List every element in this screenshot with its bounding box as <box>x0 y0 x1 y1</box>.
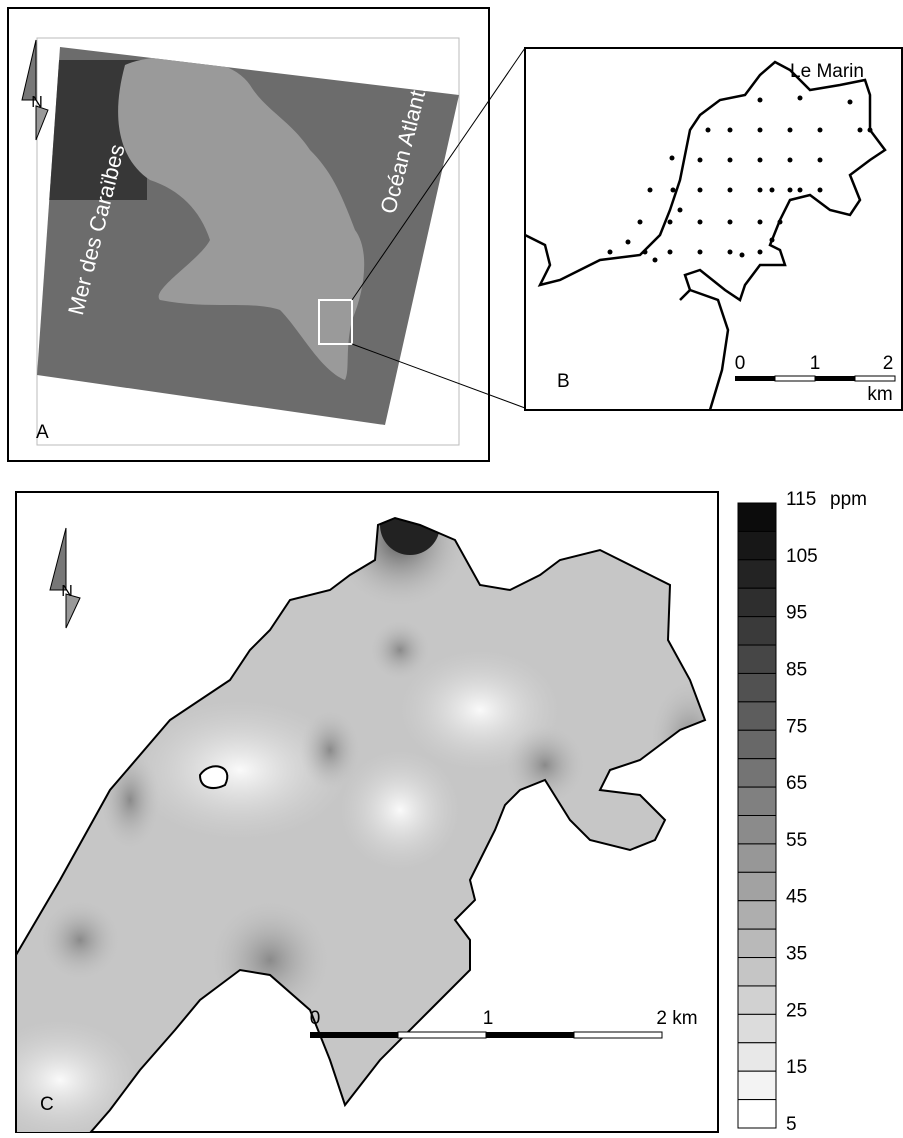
legend-swatch <box>738 617 776 645</box>
panel-label: A <box>36 422 49 443</box>
sample-point <box>848 100 853 105</box>
legend-label: 115 <box>786 489 816 510</box>
sample-point <box>758 220 763 225</box>
legend-swatch <box>738 588 776 616</box>
legend-swatch <box>738 702 776 730</box>
figure: N Mer des Caraïbes Océan Atlanti A Le Ma… <box>0 0 903 1133</box>
sample-point <box>788 188 793 193</box>
place-label: Le Marin <box>790 61 864 82</box>
sample-point <box>788 128 793 133</box>
sample-point <box>788 158 793 163</box>
legend-swatch <box>738 872 776 900</box>
panel-c: N 0 1 2 km C <box>0 470 730 1133</box>
panel-label: B <box>557 371 570 392</box>
legend-label: 75 <box>786 716 807 737</box>
sample-point <box>818 188 823 193</box>
sample-point <box>698 250 703 255</box>
legend-label: 105 <box>786 546 818 567</box>
scale-label: 2 km <box>656 1008 697 1029</box>
sample-point <box>643 250 648 255</box>
legend-swatch <box>738 929 776 957</box>
legend-label: 95 <box>786 603 807 624</box>
legend-swatch <box>738 645 776 673</box>
legend-swatch <box>738 787 776 815</box>
sample-point <box>818 128 823 133</box>
sample-point <box>728 128 733 133</box>
legend-label: 45 <box>786 887 807 908</box>
page: N Mer des Caraïbes Océan Atlanti A Le Ma… <box>0 0 903 1138</box>
sample-point <box>868 128 873 133</box>
north-label: N <box>31 94 43 111</box>
sample-point <box>728 158 733 163</box>
sample-point <box>698 158 703 163</box>
legend-label: 15 <box>786 1057 807 1078</box>
sample-point <box>728 250 733 255</box>
sample-point <box>758 250 763 255</box>
legend-swatch <box>738 901 776 929</box>
legend-unit: ppm <box>830 489 867 510</box>
panel-frame <box>525 48 902 410</box>
legend-swatch <box>738 986 776 1014</box>
legend-swatch <box>738 1014 776 1042</box>
sample-point <box>728 188 733 193</box>
scale-label: 2 <box>883 353 894 374</box>
scale-label: 1 <box>810 353 821 374</box>
legend-swatch <box>738 1071 776 1099</box>
legend-swatch <box>738 1100 776 1128</box>
sample-point <box>758 158 763 163</box>
sample-point <box>698 220 703 225</box>
sample-point <box>638 220 643 225</box>
scale-label: 0 <box>735 353 746 374</box>
sample-point <box>706 128 711 133</box>
legend-swatch <box>738 531 776 559</box>
pond <box>200 766 227 788</box>
sample-point <box>818 158 823 163</box>
legend-label: 65 <box>786 773 807 794</box>
legend-swatch <box>738 958 776 986</box>
sample-point <box>608 250 613 255</box>
legend-label: 5 <box>786 1114 797 1133</box>
north-label: N <box>61 583 73 600</box>
panel-b: Le Marin 0 1 2 km B <box>525 48 902 410</box>
legend-label: 85 <box>786 659 807 680</box>
sample-point <box>648 188 653 193</box>
legend-swatch <box>738 730 776 758</box>
legend-label: 35 <box>786 944 807 965</box>
sample-point <box>798 188 803 193</box>
sample-point <box>770 188 775 193</box>
legend-swatch <box>738 844 776 872</box>
panel-a: N Mer des Caraïbes Océan Atlanti A <box>8 8 525 461</box>
legend-swatch <box>738 759 776 787</box>
sample-point <box>758 128 763 133</box>
legend-label: 25 <box>786 1000 807 1021</box>
legend-swatch <box>738 673 776 701</box>
scale-label: 1 <box>483 1008 494 1029</box>
sample-point <box>770 238 775 243</box>
legend-swatch <box>738 1043 776 1071</box>
sample-point <box>758 188 763 193</box>
legend-label: 55 <box>786 830 807 851</box>
sample-point <box>758 98 763 103</box>
sample-point <box>698 188 703 193</box>
sample-point <box>778 220 783 225</box>
sample-point <box>678 208 683 213</box>
scale-unit: km <box>867 384 892 405</box>
legend-swatch <box>738 503 776 531</box>
sample-point <box>671 188 676 193</box>
sample-point <box>670 156 675 161</box>
sample-point <box>740 253 745 258</box>
sample-point <box>653 258 658 263</box>
sample-point <box>798 96 803 101</box>
sample-point <box>668 220 673 225</box>
scale-label: 0 <box>310 1008 321 1029</box>
sample-point <box>626 240 631 245</box>
legend-swatch <box>738 560 776 588</box>
sample-point <box>668 250 673 255</box>
sample-point <box>858 128 863 133</box>
sample-point <box>728 220 733 225</box>
legend-swatch <box>738 816 776 844</box>
panel-label: C <box>40 1094 54 1115</box>
legend: ppm 115 105 95 85 75 65 55 45 35 25 15 5 <box>738 489 867 1133</box>
